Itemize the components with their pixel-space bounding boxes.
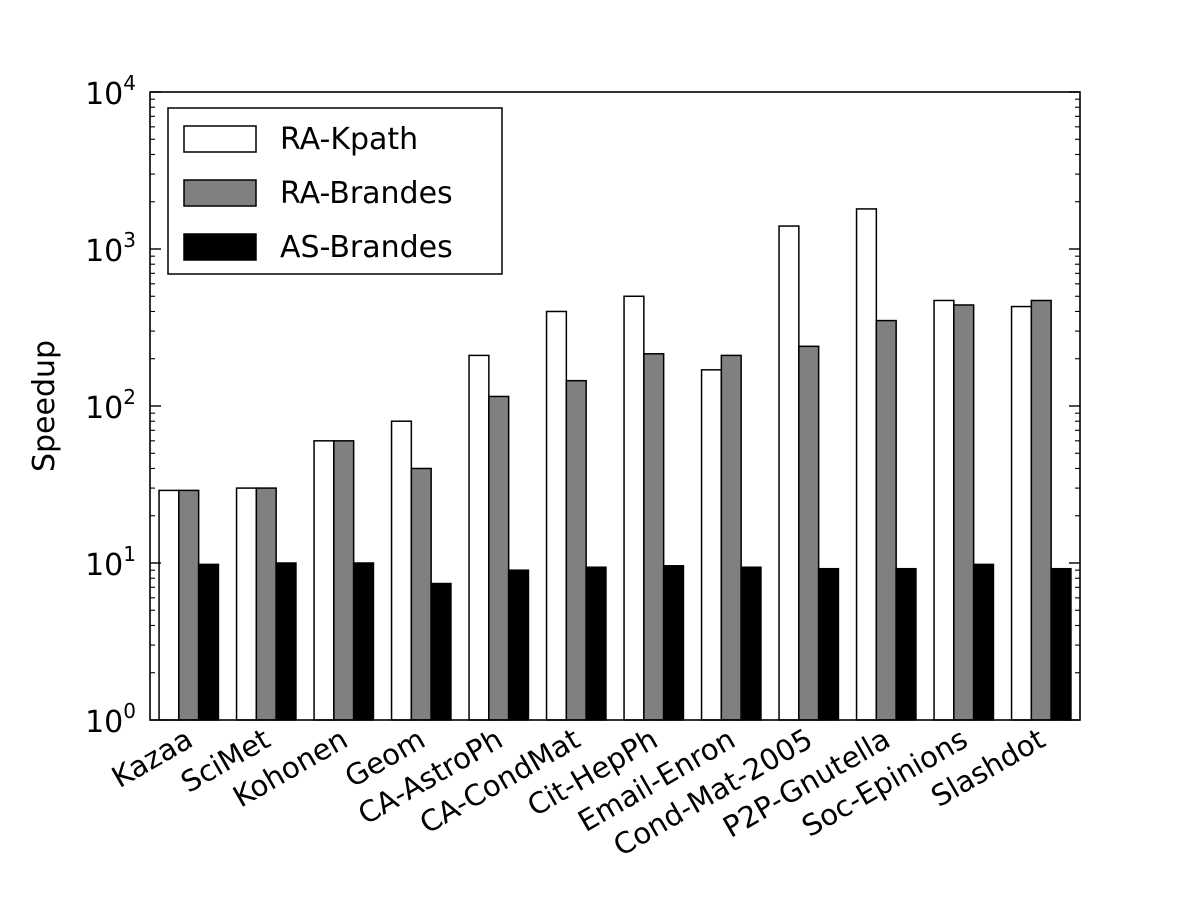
bar-as-brandes-ca-astroph — [507, 569, 530, 721]
bar-ra-kpath-scimet — [235, 487, 258, 721]
bar-ra-kpath-geom — [390, 420, 413, 721]
bar-as-brandes-kazaa — [197, 563, 220, 721]
bar-as-brandes-kohonen — [352, 562, 375, 721]
bar-ra-brandes-p2p-gnutella — [875, 319, 897, 721]
bar-as-brandes-slashdot — [1050, 567, 1072, 721]
bar-ra-kpath-email-enron — [700, 369, 723, 721]
bar-ra-kpath-cit-hepph — [623, 295, 645, 721]
legend-swatch-as-brandes — [183, 233, 257, 261]
bar-ra-brandes-ca-condmat — [565, 379, 587, 721]
legend-swatch-ra-kpath — [183, 125, 257, 153]
legend: RA-Kpath RA-Brandes AS-Brandes — [167, 107, 503, 275]
bar-ra-brandes-geom — [410, 467, 432, 721]
bar-ra-brandes-ca-astroph — [488, 395, 510, 721]
legend-label-as-brandes: AS-Brandes — [280, 230, 453, 265]
bar-ra-kpath-ca-condmat — [545, 310, 568, 721]
bars-layer — [158, 208, 1072, 721]
bar-ra-kpath-slashdot — [1010, 305, 1033, 721]
bar-ra-kpath-soc-epinions — [933, 299, 955, 721]
y-tick-label: 103 — [85, 228, 136, 269]
bar-as-brandes-email-enron — [740, 566, 762, 721]
y-tick-label: 101 — [85, 542, 136, 583]
bar-ra-brandes-email-enron — [720, 354, 742, 721]
bar-as-brandes-ca-condmat — [585, 566, 607, 721]
y-tick-label: 104 — [85, 71, 136, 112]
bar-as-brandes-scimet — [275, 562, 297, 721]
bar-ra-brandes-scimet — [255, 487, 277, 721]
bar-as-brandes-soc-epinions — [972, 563, 995, 721]
bar-ra-brandes-soc-epinions — [953, 304, 975, 721]
legend-label-ra-brandes: RA-Brandes — [280, 176, 453, 211]
bar-ra-kpath-kohonen — [313, 440, 335, 721]
bar-ra-brandes-kohonen — [333, 440, 355, 721]
bar-ra-brandes-kazaa — [178, 489, 200, 721]
bar-as-brandes-geom — [430, 582, 452, 721]
bar-ra-brandes-cit-hepph — [643, 353, 665, 721]
bar-as-brandes-p2p-gnutella — [895, 567, 917, 721]
y-tick-label: 102 — [85, 385, 136, 426]
bar-ra-kpath-cond-mat-2005 — [778, 225, 800, 721]
y-tick-label: 100 — [85, 699, 136, 740]
legend-swatch-ra-brandes — [183, 179, 257, 207]
bar-ra-brandes-slashdot — [1030, 299, 1052, 721]
bar-ra-kpath-p2p-gnutella — [855, 208, 878, 721]
y-axis-title: Speedup — [27, 340, 62, 472]
bar-as-brandes-cond-mat-2005 — [817, 567, 840, 721]
bar-as-brandes-cit-hepph — [662, 565, 685, 721]
legend-label-ra-kpath: RA-Kpath — [280, 122, 418, 157]
axes-layer — [149, 91, 1081, 721]
bar-ra-brandes-cond-mat-2005 — [798, 345, 820, 721]
bar-ra-kpath-ca-astroph — [468, 354, 490, 721]
bar-ra-kpath-kazaa — [158, 489, 180, 721]
